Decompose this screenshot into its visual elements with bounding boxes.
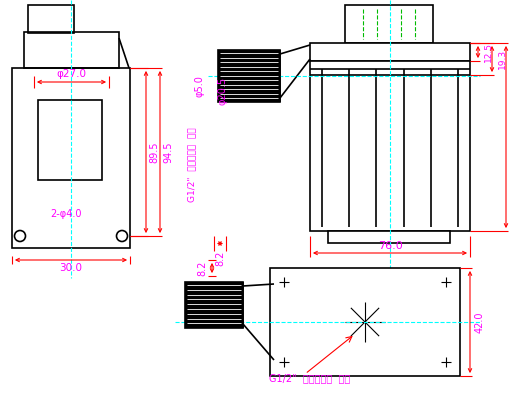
Text: G1/2"  标准螺纹管  正旋: G1/2" 标准螺纹管 正旋 (187, 128, 196, 202)
Text: 94.5: 94.5 (163, 141, 173, 163)
Text: 89.5: 89.5 (149, 141, 159, 163)
Bar (310, 43, 470, 61)
Bar (310, 61, 470, 231)
Text: 19.3: 19.3 (497, 49, 506, 69)
Text: G1/2"  标准螺纹管  正旋: G1/2" 标准螺纹管 正旋 (269, 373, 351, 383)
Text: 8.2: 8.2 (197, 260, 207, 276)
Text: φ5.0: φ5.0 (195, 75, 205, 97)
Bar (12, 68, 130, 248)
Text: 12.5: 12.5 (484, 42, 493, 62)
Text: 30.0: 30.0 (60, 263, 82, 273)
Text: 2-φ4.0: 2-φ4.0 (50, 209, 82, 219)
Bar (185, 282, 243, 328)
Text: φ27.0: φ27.0 (56, 69, 87, 79)
Bar (270, 268, 460, 376)
Bar (328, 231, 450, 243)
Bar (38, 100, 102, 180)
Text: 8.2: 8.2 (215, 250, 225, 266)
Bar (28, 5, 74, 33)
Bar (24, 32, 119, 68)
Bar (218, 50, 280, 102)
Text: 76.0: 76.0 (378, 241, 403, 251)
Bar (345, 5, 433, 43)
Text: 42.0: 42.0 (475, 311, 485, 333)
Text: φ20.5: φ20.5 (218, 77, 228, 105)
